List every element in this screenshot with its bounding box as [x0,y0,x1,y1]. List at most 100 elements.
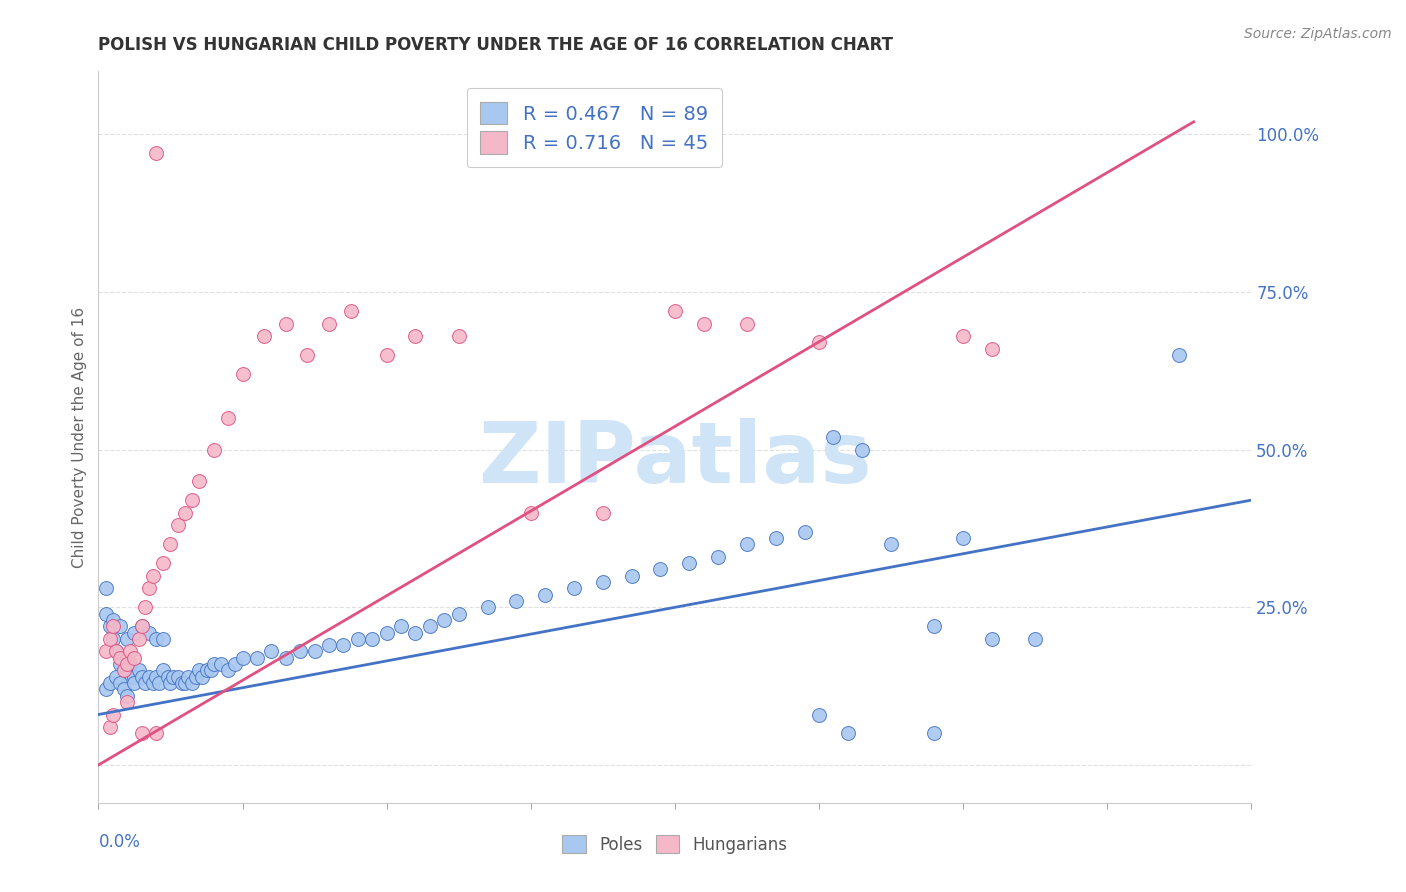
Point [405,625,427,640]
Point [152,632,174,646]
Point [375,625,398,640]
Point [134,600,156,615]
Text: POLISH VS HUNGARIAN CHILD POVERTY UNDER THE AGE OF 16 CORRELATION CHART: POLISH VS HUNGARIAN CHILD POVERTY UNDER … [98,36,893,54]
Point [174,676,197,690]
Point [152,556,174,570]
Legend: Poles, Hungarians: Poles, Hungarians [555,829,794,860]
Point [108,676,131,690]
Point [433,613,456,627]
Point [952,329,974,343]
Point [620,569,643,583]
Point [101,707,124,722]
Point [117,695,138,709]
Point [650,562,672,576]
Point [101,619,124,633]
Point [735,537,758,551]
Point [217,664,239,678]
Point [332,638,354,652]
Point [807,335,830,350]
Point [159,537,181,551]
Point [290,644,312,658]
Point [108,657,131,671]
Point [142,569,165,583]
Point [1024,632,1046,646]
Point [793,524,815,539]
Point [166,518,188,533]
Point [162,670,184,684]
Point [131,619,153,633]
Point [253,329,276,343]
Point [98,632,121,646]
Point [405,329,427,343]
Point [1168,348,1191,362]
Point [217,411,239,425]
Point [375,348,398,362]
Point [104,670,127,684]
Point [174,506,197,520]
Point [202,442,225,457]
Point [124,670,146,684]
Point [297,348,319,362]
Point [361,632,384,646]
Point [138,625,160,640]
Point [152,664,174,678]
Point [389,619,412,633]
Point [231,367,254,381]
Point [101,632,124,646]
Point [765,531,787,545]
Point [735,317,758,331]
Point [200,664,222,678]
Point [231,650,254,665]
Point [318,638,340,652]
Point [807,707,830,722]
Point [664,304,686,318]
Point [419,619,441,633]
Point [138,582,160,596]
Text: 0.0%: 0.0% [98,833,141,851]
Point [952,531,974,545]
Point [318,317,340,331]
Point [128,632,150,646]
Point [148,676,170,690]
Point [145,632,167,646]
Point [188,664,211,678]
Point [346,632,368,646]
Point [120,644,142,658]
Point [138,670,160,684]
Point [108,650,131,665]
Point [98,619,121,633]
Point [124,676,146,690]
Point [505,594,527,608]
Point [260,644,283,658]
Point [134,676,156,690]
Point [120,657,142,671]
Point [156,670,179,684]
Point [98,676,121,690]
Point [145,670,167,684]
Point [98,720,121,734]
Point [166,670,188,684]
Point [112,664,135,678]
Point [131,670,153,684]
Point [195,664,218,678]
Point [117,689,138,703]
Point [209,657,232,671]
Point [520,506,543,520]
Point [224,657,246,671]
Point [562,582,585,596]
Point [447,607,470,621]
Point [981,632,1004,646]
Point [124,650,146,665]
Point [339,304,361,318]
Point [693,317,716,331]
Point [202,657,225,671]
Point [981,342,1004,356]
Point [678,556,700,570]
Point [592,506,614,520]
Point [101,613,124,627]
Point [128,664,150,678]
Point [922,726,945,740]
Point [131,619,153,633]
Point [117,670,138,684]
Point [246,650,269,665]
